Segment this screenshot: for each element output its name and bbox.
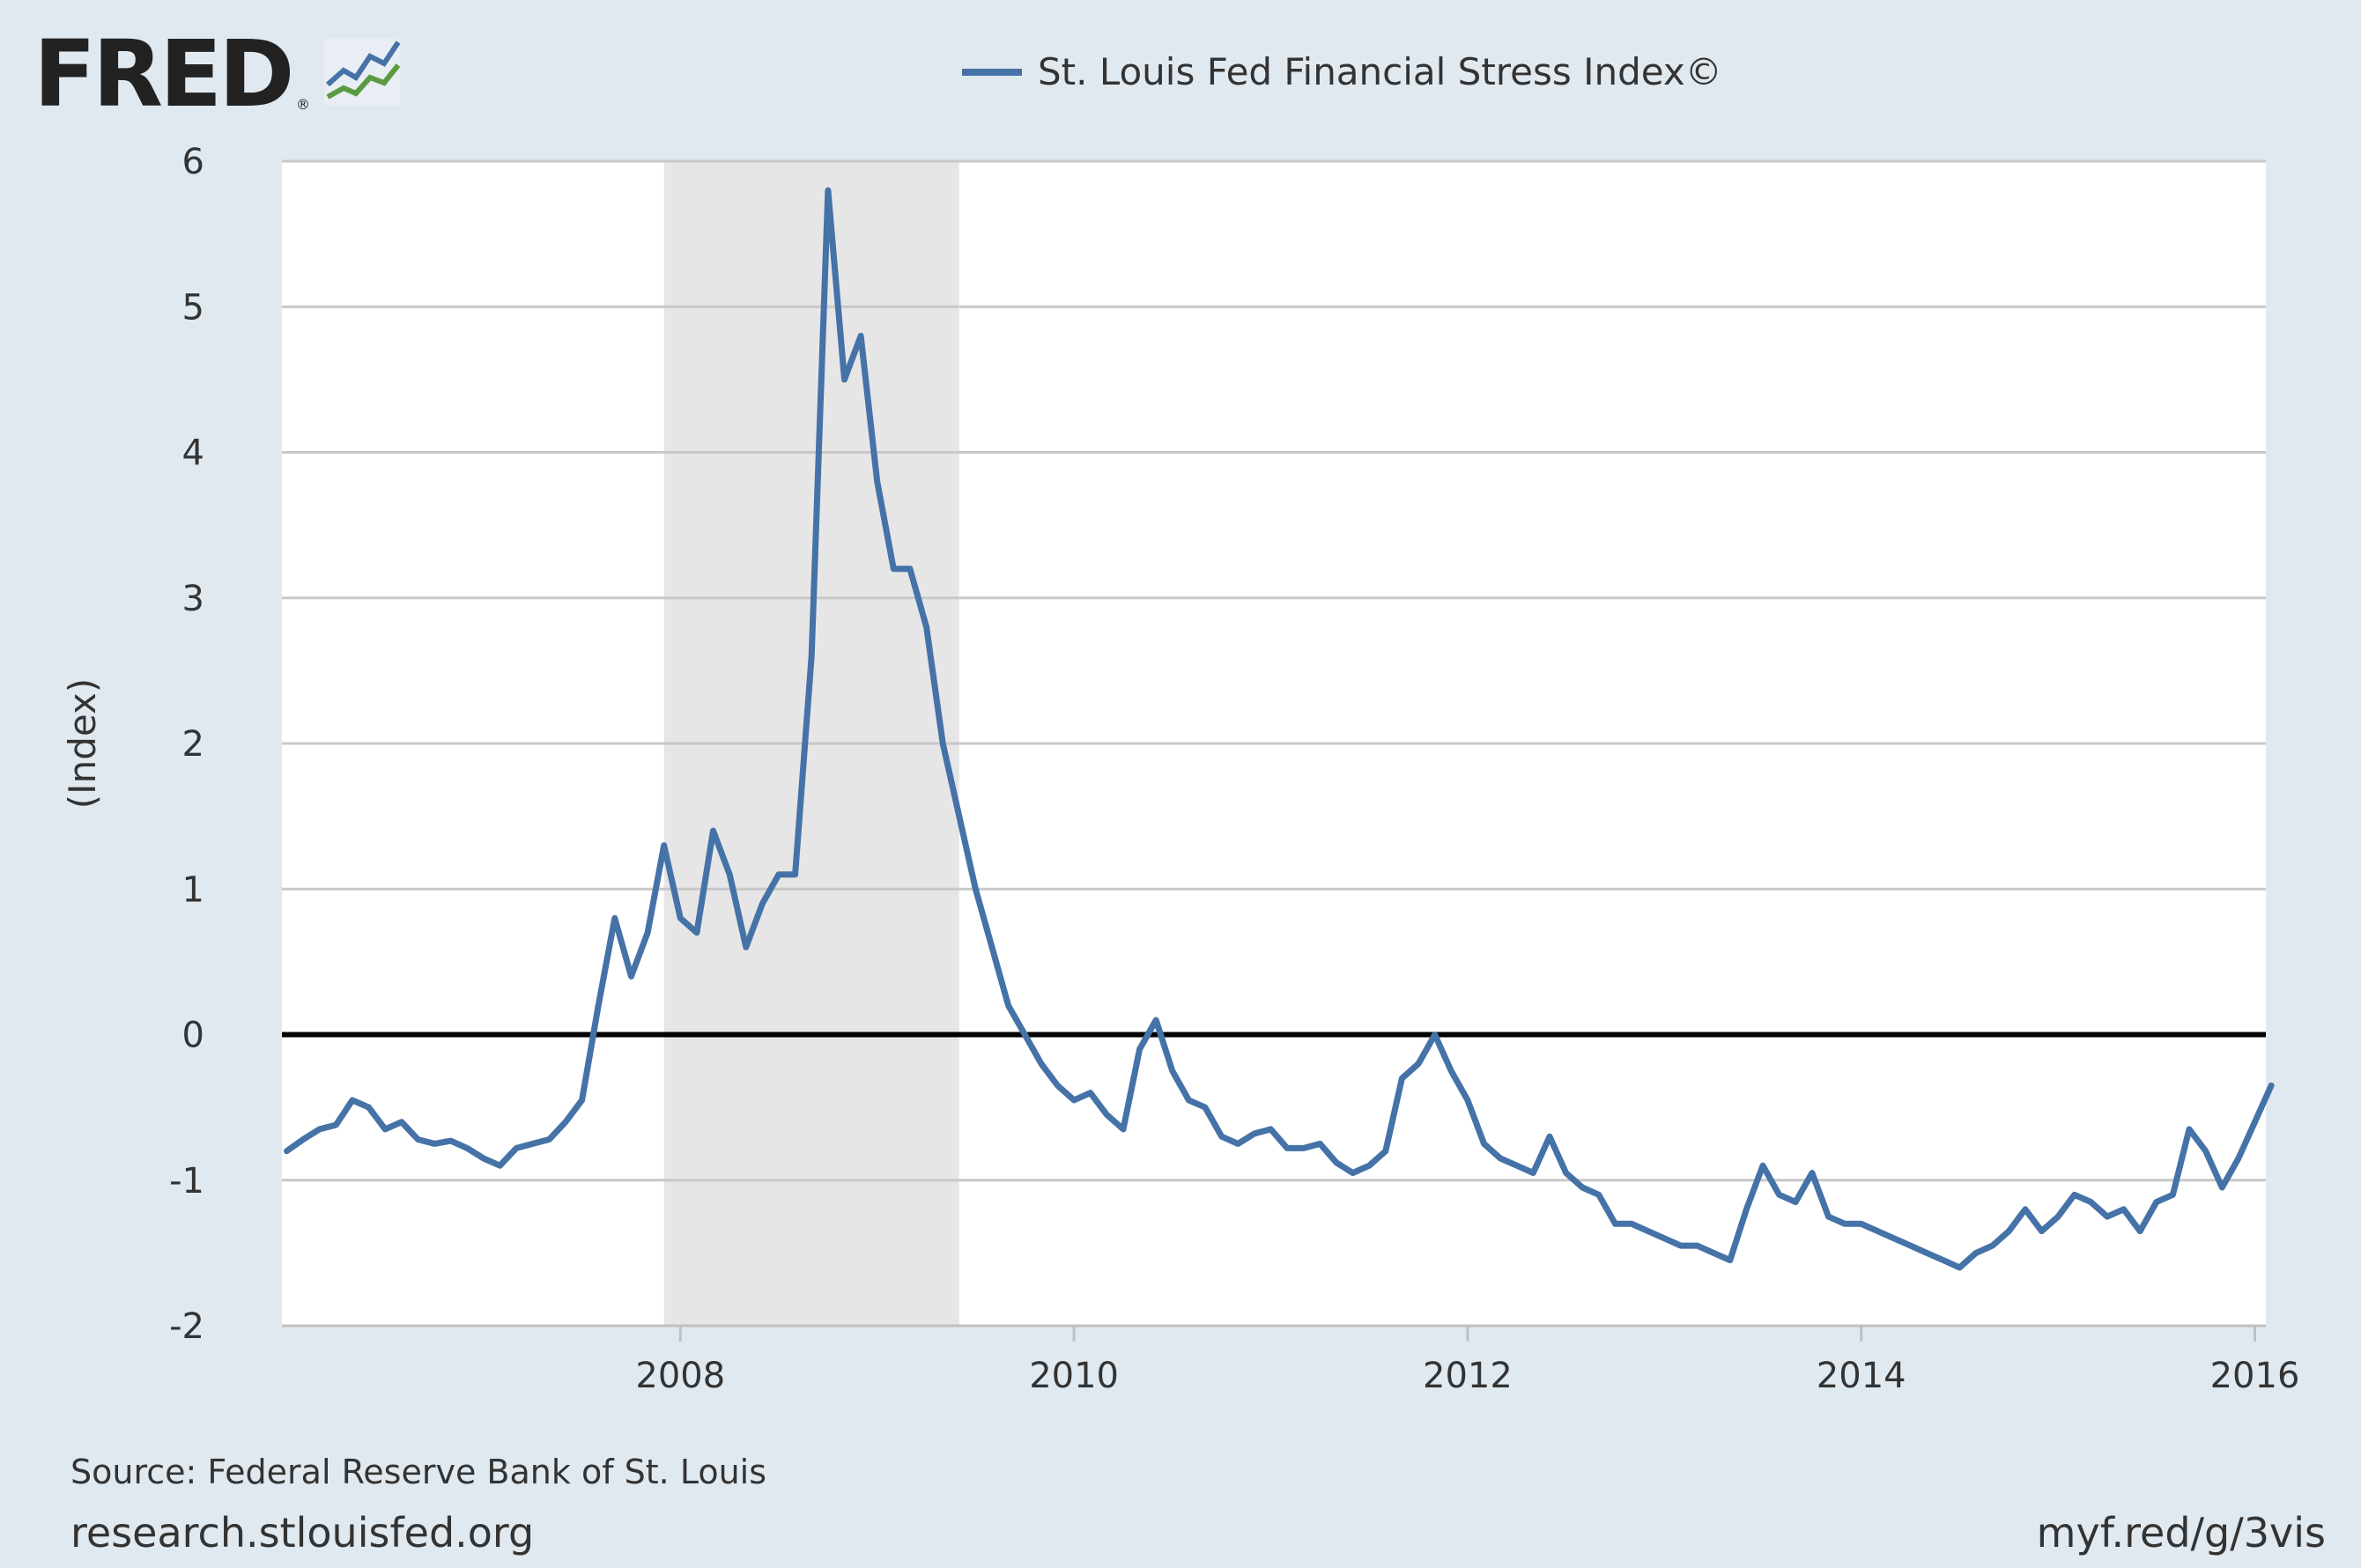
gridlines (282, 159, 2266, 1328)
series-line (284, 187, 2275, 1271)
legend: St. Louis Fed Financial Stress Index© (962, 50, 1722, 93)
x-tick-label: 2012 (1423, 1356, 1513, 1396)
x-tick-label: 2010 (1029, 1356, 1119, 1396)
legend-series-label: St. Louis Fed Financial Stress Index© (1038, 50, 1722, 93)
site-link[interactable]: research.stlouisfed.org (70, 1509, 534, 1557)
y-tick-label: 2 (182, 724, 204, 765)
y-tick-label: -2 (169, 1306, 204, 1347)
logo-registered-mark: ® (296, 96, 310, 113)
y-tick-label: 0 (182, 1016, 204, 1056)
fred-chart-icon (324, 39, 401, 106)
x-tick-label: 2008 (635, 1356, 725, 1396)
y-tick-label: 3 (182, 579, 204, 619)
short-link[interactable]: myf.red/g/3vis (2037, 1509, 2326, 1557)
x-tick-label: 2016 (2210, 1356, 2300, 1396)
x-axis: 2008 2010 2012 2014 2016 (282, 1324, 2300, 1396)
x-tick-label: 2014 (1817, 1356, 1906, 1396)
series-layer (284, 187, 2275, 1271)
y-axis-label: (Index) (61, 678, 104, 809)
fred-logo[interactable]: FRED ® (33, 20, 401, 128)
y-tick-label: -1 (169, 1161, 204, 1202)
y-tick-label: 4 (182, 433, 204, 474)
source-text: Source: Federal Reserve Bank of St. Loui… (70, 1453, 766, 1491)
y-tick-label: 5 (182, 287, 204, 328)
logo-text: FRED (33, 20, 292, 128)
y-axis: -2 -1 0 1 2 3 4 5 6 (169, 142, 204, 1347)
y-tick-label: 6 (182, 142, 204, 182)
y-tick-label: 1 (182, 869, 204, 910)
